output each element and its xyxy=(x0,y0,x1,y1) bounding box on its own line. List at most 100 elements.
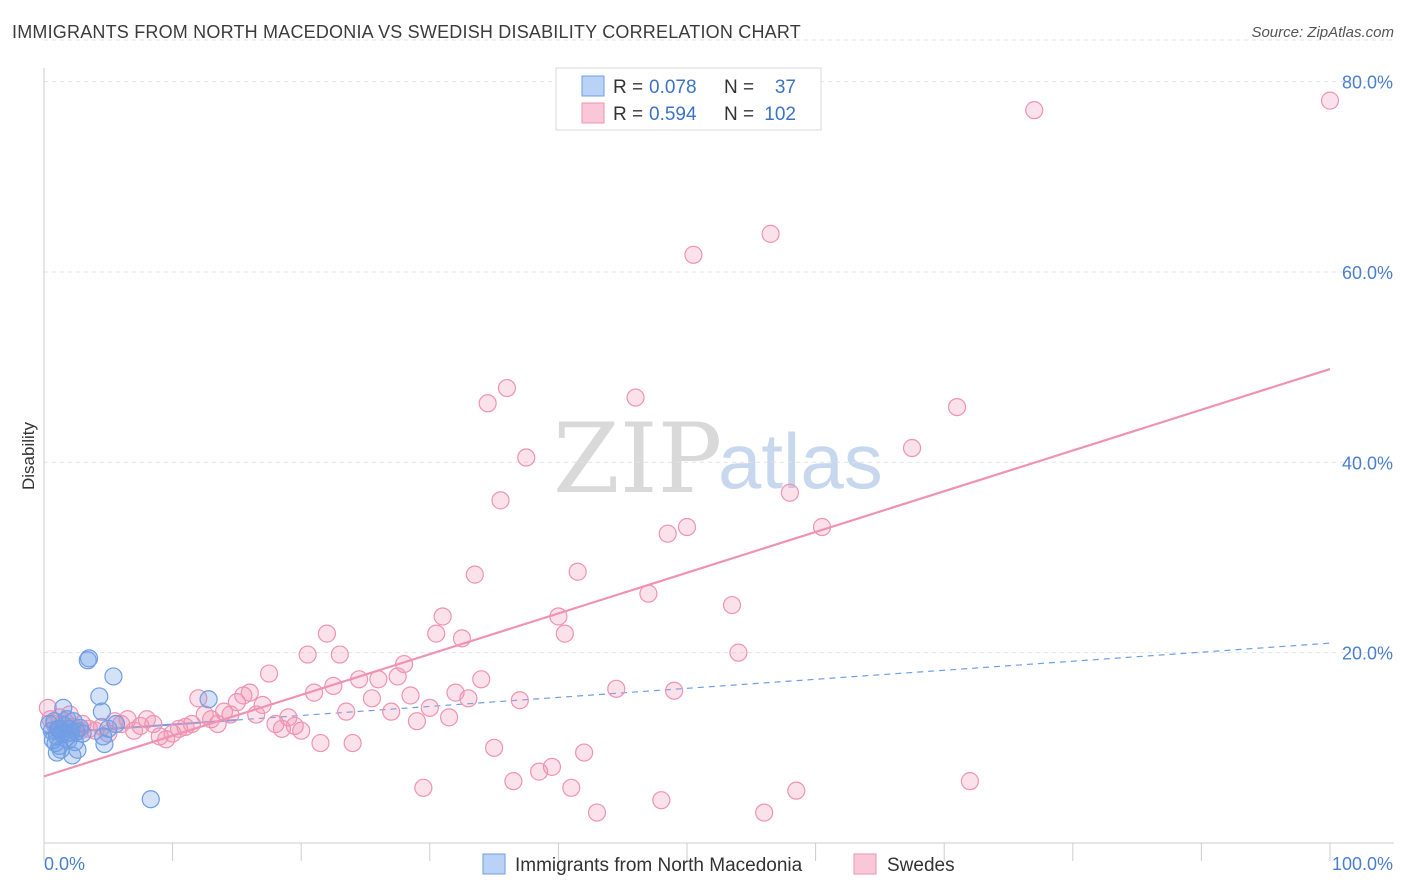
legend-n-value-1: 37 xyxy=(775,77,796,98)
source-label: Source: ZipAtlas.com xyxy=(1251,24,1394,41)
y-tick-labels: 20.0% 40.0% 60.0% 80.0% xyxy=(1342,73,1393,664)
bottom-legend-label-macedonia: Immigrants from North Macedonia xyxy=(515,855,803,876)
scatter-points xyxy=(38,91,1340,822)
point-macedonia-35 xyxy=(141,790,160,809)
point-swedes-40 xyxy=(253,695,272,715)
y-tick-label-20: 20.0% xyxy=(1342,644,1393,664)
point-swedes-86 xyxy=(575,743,594,762)
point-swedes-74 xyxy=(485,738,504,757)
point-macedonia-28 xyxy=(92,702,111,721)
point-swedes-76 xyxy=(497,378,517,398)
point-swedes-95 xyxy=(684,245,703,264)
point-swedes-67 xyxy=(439,708,459,727)
point-macedonia-32 xyxy=(90,687,109,706)
point-swedes-75 xyxy=(491,491,510,510)
point-swedes-83 xyxy=(555,624,574,643)
y-tick-label-60: 60.0% xyxy=(1342,263,1393,283)
point-swedes-91 xyxy=(652,791,671,810)
point-swedes-98 xyxy=(755,803,774,822)
point-macedonia-22 xyxy=(50,719,69,738)
point-macedonia-17 xyxy=(64,712,83,731)
point-swedes-87 xyxy=(587,803,607,822)
point-swedes-99 xyxy=(761,224,780,243)
point-swedes-82 xyxy=(549,607,568,626)
point-swedes-101 xyxy=(787,781,806,800)
point-swedes-55 xyxy=(349,670,369,689)
point-macedonia-16 xyxy=(63,746,82,765)
x-ticks xyxy=(43,843,1331,861)
point-swedes-97 xyxy=(729,643,748,662)
point-swedes-102 xyxy=(812,517,832,537)
legend-n-label-1: N = xyxy=(724,77,754,98)
point-swedes-66 xyxy=(433,607,452,626)
legend-r-value-2: 0.594 xyxy=(649,104,697,125)
point-swedes-78 xyxy=(510,691,529,710)
gridlines xyxy=(44,39,1394,654)
trend-line-1 xyxy=(43,367,1331,778)
point-macedonia-29 xyxy=(95,734,114,754)
point-swedes-41 xyxy=(259,664,279,683)
point-swedes-90 xyxy=(639,584,658,603)
point-swedes-62 xyxy=(407,712,427,731)
bottom-legend-label-swedes: Swedes xyxy=(887,855,955,876)
point-swedes-106 xyxy=(1025,101,1044,120)
y-tick-label-80: 80.0% xyxy=(1342,73,1393,93)
point-swedes-85 xyxy=(568,562,587,581)
point-swedes-52 xyxy=(330,645,349,664)
point-swedes-69 xyxy=(452,629,472,648)
point-swedes-60 xyxy=(394,654,414,674)
point-swedes-73 xyxy=(478,394,497,413)
point-swedes-100 xyxy=(780,483,799,502)
point-swedes-39 xyxy=(247,705,266,724)
bottom-legend: Immigrants from North Macedonia Swedes xyxy=(482,853,955,876)
legend-r-label-2: R = xyxy=(613,104,643,125)
point-swedes-107 xyxy=(1320,91,1340,110)
point-swedes-104 xyxy=(947,397,967,417)
point-swedes-56 xyxy=(362,689,382,708)
legend: R = 0.078 N = 37 R = 0.594 N = 102 xyxy=(555,67,822,131)
point-swedes-46 xyxy=(292,721,311,740)
chart-title: IMMIGRANTS FROM NORTH MACEDONIA VS SWEDI… xyxy=(12,22,801,42)
point-swedes-88 xyxy=(607,679,626,698)
point-swedes-72 xyxy=(472,670,491,689)
point-swedes-65 xyxy=(427,624,446,643)
point-swedes-64 xyxy=(420,698,439,717)
point-macedonia-20 xyxy=(68,740,87,759)
legend-n-label-2: N = xyxy=(724,104,754,125)
bottom-legend-swatch-macedonia xyxy=(482,853,506,875)
trend-line-dashed-0 xyxy=(236,642,1331,721)
point-swedes-50 xyxy=(317,624,337,643)
point-swedes-49 xyxy=(311,733,330,753)
point-swedes-36 xyxy=(227,693,246,712)
bottom-legend-swatch-swedes xyxy=(853,853,877,875)
point-swedes-53 xyxy=(337,702,356,721)
point-swedes-70 xyxy=(459,689,478,708)
point-swedes-57 xyxy=(369,670,388,689)
point-swedes-51 xyxy=(324,676,343,696)
point-swedes-71 xyxy=(465,565,484,584)
point-swedes-61 xyxy=(401,686,420,705)
point-macedonia-34 xyxy=(106,714,126,734)
trend-lines xyxy=(43,367,1331,778)
point-macedonia-23 xyxy=(43,731,63,750)
legend-r-value-1: 0.078 xyxy=(649,77,697,98)
legend-swatch-swedes xyxy=(581,102,605,124)
point-swedes-92 xyxy=(658,524,677,543)
point-swedes-79 xyxy=(517,448,536,467)
y-axis-title: Disability xyxy=(19,421,38,490)
point-swedes-47 xyxy=(298,645,317,664)
point-swedes-38 xyxy=(240,683,259,702)
legend-n-value-2: 102 xyxy=(764,104,796,125)
point-swedes-29 xyxy=(182,714,201,734)
x-tick-label-min: 0.0% xyxy=(44,854,85,874)
point-swedes-103 xyxy=(902,438,922,458)
point-swedes-94 xyxy=(677,517,697,537)
watermark-atlas: atlas xyxy=(718,417,883,505)
point-macedonia-25 xyxy=(73,724,92,743)
y-tick-label-40: 40.0% xyxy=(1342,453,1393,473)
point-macedonia-27 xyxy=(78,651,97,670)
point-swedes-105 xyxy=(960,772,980,791)
point-macedonia-9 xyxy=(54,698,73,717)
point-swedes-84 xyxy=(562,778,581,797)
